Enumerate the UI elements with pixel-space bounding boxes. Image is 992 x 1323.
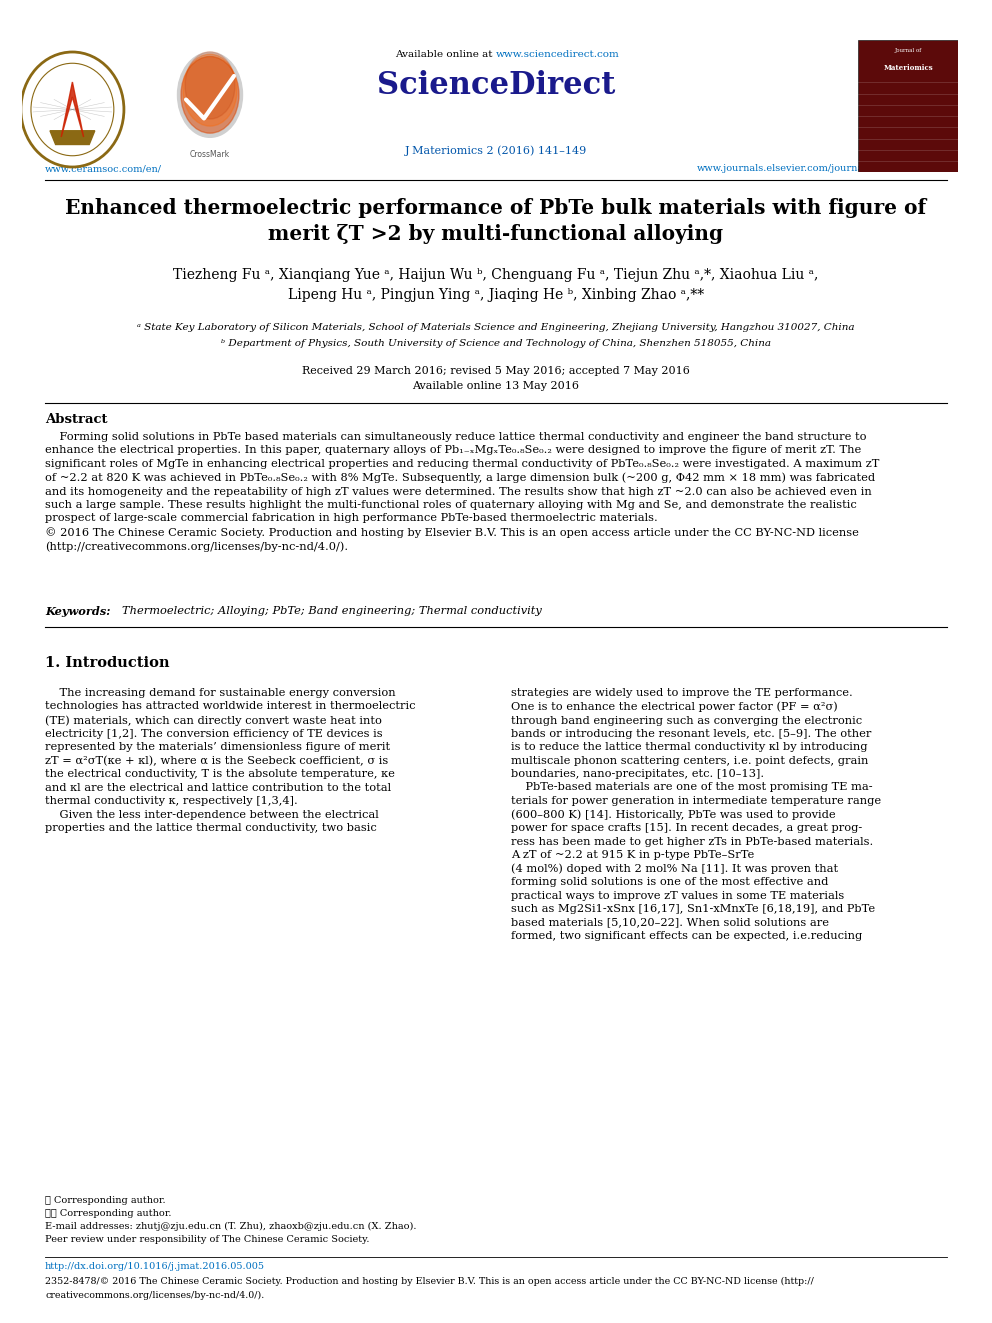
Text: creativecommons.org/licenses/by-nc-nd/4.0/).: creativecommons.org/licenses/by-nc-nd/4.… bbox=[45, 1291, 264, 1301]
Text: Tiezheng Fu ᵃ, Xianqiang Yue ᵃ, Haijun Wu ᵇ, Chenguang Fu ᵃ, Tiejun Zhu ᵃ,*, Xia: Tiezheng Fu ᵃ, Xianqiang Yue ᵃ, Haijun W… bbox=[174, 269, 818, 282]
Text: Available online at: Available online at bbox=[395, 50, 496, 60]
Text: ScienceDirect: ScienceDirect bbox=[377, 70, 615, 101]
Text: The increasing demand for sustainable energy conversion
technologies has attract: The increasing demand for sustainable en… bbox=[45, 688, 416, 833]
Text: Lipeng Hu ᵃ, Pingjun Ying ᵃ, Jiaqing He ᵇ, Xinbing Zhao ᵃ,**: Lipeng Hu ᵃ, Pingjun Ying ᵃ, Jiaqing He … bbox=[288, 288, 704, 302]
Text: Thermoelectric; Alloying; PbTe; Band engineering; Thermal conductivity: Thermoelectric; Alloying; PbTe; Band eng… bbox=[122, 606, 542, 617]
Text: www.ceramsoc.com/en/: www.ceramsoc.com/en/ bbox=[45, 164, 162, 173]
Text: Abstract: Abstract bbox=[45, 413, 107, 426]
Text: strategies are widely used to improve the TE performance.
One is to enhance the : strategies are widely used to improve th… bbox=[511, 688, 881, 941]
Text: www.journals.elsevier.com/journal-of-materiomics/: www.journals.elsevier.com/journal-of-mat… bbox=[696, 164, 947, 173]
Ellipse shape bbox=[185, 52, 235, 119]
Polygon shape bbox=[50, 131, 95, 144]
Text: Keywords:: Keywords: bbox=[45, 606, 110, 617]
Text: www.sciencedirect.com: www.sciencedirect.com bbox=[496, 50, 620, 60]
Text: 2352-8478/© 2016 The Chinese Ceramic Society. Production and hosting by Elsevier: 2352-8478/© 2016 The Chinese Ceramic Soc… bbox=[45, 1277, 813, 1286]
Ellipse shape bbox=[178, 53, 242, 138]
Text: ᵇ Department of Physics, South University of Science and Technology of China, Sh: ᵇ Department of Physics, South Universit… bbox=[221, 339, 771, 348]
Text: ᵃ State Key Laboratory of Silicon Materials, School of Materials Science and Eng: ᵃ State Key Laboratory of Silicon Materi… bbox=[137, 323, 855, 332]
FancyBboxPatch shape bbox=[858, 40, 958, 172]
Ellipse shape bbox=[181, 57, 239, 134]
Text: Forming solid solutions in PbTe based materials can simultaneously reduce lattic: Forming solid solutions in PbTe based ma… bbox=[45, 433, 879, 552]
Ellipse shape bbox=[183, 54, 237, 126]
Text: ★ Corresponding author.
★★ Corresponding author.
E-mail addresses: zhutj@zju.edu: ★ Corresponding author. ★★ Corresponding… bbox=[45, 1196, 417, 1244]
Text: http://dx.doi.org/10.1016/j.jmat.2016.05.005: http://dx.doi.org/10.1016/j.jmat.2016.05… bbox=[45, 1262, 265, 1271]
Text: Journal of: Journal of bbox=[895, 48, 922, 53]
Text: Materiomics: Materiomics bbox=[883, 64, 932, 71]
Text: 1. Introduction: 1. Introduction bbox=[45, 656, 170, 669]
Text: Enhanced thermoelectric performance of PbTe bulk materials with figure of: Enhanced thermoelectric performance of P… bbox=[65, 198, 927, 218]
Text: merit ζT >2 by multi-functional alloying: merit ζT >2 by multi-functional alloying bbox=[269, 224, 723, 243]
Text: CrossMark: CrossMark bbox=[189, 149, 230, 159]
Polygon shape bbox=[62, 82, 83, 138]
Text: Received 29 March 2016; revised 5 May 2016; accepted 7 May 2016: Received 29 March 2016; revised 5 May 20… bbox=[302, 366, 690, 376]
Text: J Materiomics 2 (2016) 141–149: J Materiomics 2 (2016) 141–149 bbox=[405, 146, 587, 156]
Text: Available online 13 May 2016: Available online 13 May 2016 bbox=[413, 381, 579, 392]
